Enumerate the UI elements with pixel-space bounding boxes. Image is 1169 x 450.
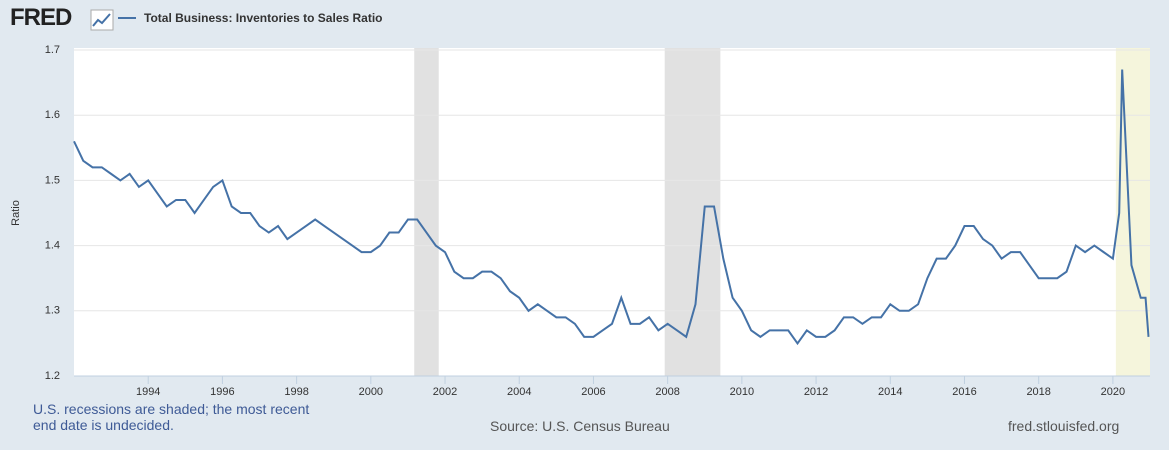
note: U.S. recessions are shaded; the most rec… [33,401,310,433]
recession-band [664,48,721,376]
x-tick-label: 2008 [655,386,679,398]
y-tick-label: 1.3 [45,305,60,317]
x-tick-label: 2016 [952,386,976,398]
x-tick-label: 2018 [1026,386,1050,398]
x-tick-label: 2012 [804,386,828,398]
y-tick-label: 1.7 [45,44,60,56]
x-tick-label: 2020 [1101,386,1125,398]
x-tick-label: 2004 [507,386,531,398]
logo: FRED [10,4,72,31]
source: Source: U.S. Census Bureau [490,418,670,434]
url: fred.stlouisfed.org [1008,418,1120,434]
y-tick-label: 1.6 [45,109,60,121]
recession-band [414,48,439,376]
chart: Ratio 1.2 1.3 1.4 1.5 1.6 1.7 1994 1996 1998 2000… [10,11,1150,398]
x-tick-label: 2006 [581,386,605,398]
x-tick-label: 1994 [136,386,160,398]
series-line [73,69,1150,346]
x-tick-label: 1996 [210,386,234,398]
x-tick-label: 1998 [284,386,308,398]
x-tick-label: 2002 [433,386,457,398]
x-tick-label: 2010 [730,386,754,398]
x-tick-label: 2000 [359,386,383,398]
y-tick-label: 1.5 [45,174,60,186]
logo-icon [90,9,114,31]
y-axis-label: Ratio [10,200,22,226]
plot-area [74,48,1150,376]
y-tick-label: 1.4 [45,240,60,252]
legend-label: Total Business: Inventories to Sales Rat… [144,11,383,25]
x-tick-label: 2014 [878,386,902,398]
y-tick-label: 1.2 [45,370,60,382]
